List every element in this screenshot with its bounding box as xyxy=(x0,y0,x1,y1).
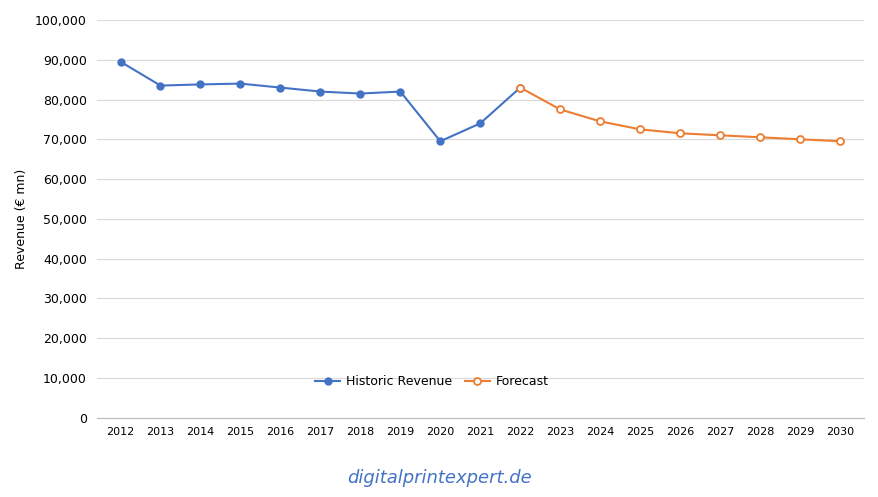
Text: digitalprintexpert.de: digitalprintexpert.de xyxy=(347,469,531,487)
Legend: Historic Revenue, Forecast: Historic Revenue, Forecast xyxy=(310,370,553,393)
Y-axis label: Revenue (€ mn): Revenue (€ mn) xyxy=(15,168,28,269)
